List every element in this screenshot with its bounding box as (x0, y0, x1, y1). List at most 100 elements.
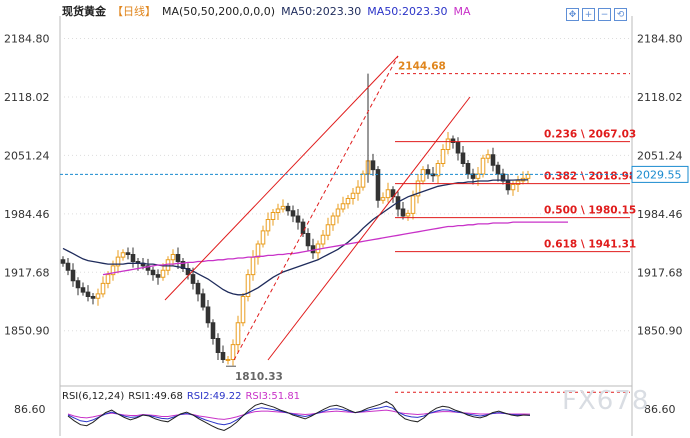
candle-up (240, 296, 246, 324)
ma50-line (62, 179, 528, 296)
candle-up (340, 203, 346, 210)
candle-down (425, 169, 431, 175)
y-tick-label-left: 2118.02 (4, 91, 50, 104)
candle-up (95, 293, 101, 299)
y-tick-label-left: 1850.90 (4, 325, 50, 338)
zoom-out-icon[interactable]: − (598, 8, 611, 21)
candle-up (250, 256, 256, 276)
candle-down (65, 262, 71, 271)
rsi2-value: RSI2:49.22 (186, 391, 242, 402)
candle-up (435, 163, 441, 177)
candle-down (465, 163, 471, 175)
candle-up (275, 208, 281, 213)
y-tick-label-right: 1917.68 (637, 266, 683, 279)
candle-up (485, 154, 491, 159)
candle-up (325, 224, 331, 236)
candle-down (75, 280, 81, 289)
candle-up (280, 205, 286, 210)
candle-up (515, 180, 521, 185)
candle-up (445, 138, 451, 150)
candle-up (265, 219, 271, 232)
y-tick-label-left: 2051.24 (4, 149, 50, 162)
candle-down (90, 296, 96, 299)
candle-down (400, 208, 406, 217)
fib-level-label: 0.618 \ 1941.31 (544, 239, 636, 251)
candle-down (505, 180, 511, 191)
candle-up (330, 215, 336, 226)
candle-up (255, 243, 261, 258)
high-annotation: 2144.68 (398, 61, 446, 73)
candle-down (460, 152, 466, 164)
candle-down (175, 254, 181, 262)
candle-down (185, 268, 191, 276)
channel-mid-line (233, 55, 399, 361)
watermark-text: FX678 (562, 386, 650, 416)
candle-up (480, 157, 486, 175)
candle-up (115, 256, 121, 267)
candle-down (295, 215, 301, 223)
candle-up (380, 197, 386, 201)
candle-down (150, 269, 156, 276)
candle-down (125, 252, 131, 255)
candle-down (220, 352, 226, 360)
reset-icon[interactable]: ⟲ (614, 8, 627, 21)
candle-down (305, 233, 311, 247)
rsi1-value: RSI1:49.68 (128, 391, 183, 402)
candle-up (105, 274, 111, 284)
rsi-indicator-label[interactable]: RSI(6,12,24) (62, 391, 125, 402)
candle-up (225, 359, 231, 361)
y-tick-label-right: 1984.46 (637, 208, 683, 221)
candle-up (165, 259, 171, 271)
candle-down (290, 210, 296, 217)
candle-up (355, 186, 361, 194)
candle-up (170, 254, 176, 261)
y-tick-label-right: 1850.90 (637, 325, 683, 338)
period-label[interactable]: 【日线】 (112, 5, 156, 18)
candle-down (210, 322, 216, 339)
chart-header: 现货黄金 【日线】 MA(50,50,200,0,0,0) MA50:2023.30 M… (62, 3, 477, 19)
y-tick-label-right: 2118.02 (637, 91, 683, 104)
candle-down (180, 261, 186, 269)
candle-up (410, 195, 416, 214)
candle-down (130, 254, 136, 262)
candle-down (375, 169, 381, 201)
rsi3-value: RSI3:51.81 (245, 391, 301, 402)
low-annotation: 1810.33 (235, 371, 283, 383)
y-tick-label-left: 1984.46 (4, 208, 50, 221)
candle-up (230, 344, 236, 360)
candle-down (70, 269, 76, 282)
candle-up (120, 252, 126, 258)
ma-indicator-label[interactable]: MA(50,50,200,0,0,0) (162, 5, 276, 18)
candle-down (455, 142, 461, 154)
channel-lower-line (267, 96, 471, 361)
candle-up (345, 198, 351, 205)
candle-down (60, 259, 66, 264)
candle-down (370, 160, 376, 171)
ma50-value-b: MA50:2023.30 (367, 5, 448, 18)
chart-toolbar: ✥ + − ⟲ (566, 2, 630, 21)
candle-down (215, 338, 221, 353)
candle-up (260, 230, 266, 245)
candle-up (350, 192, 356, 199)
y-tick-label-left: 1917.68 (4, 266, 50, 279)
candle-up (270, 212, 276, 220)
symbol-name: 现货黄金 (62, 5, 106, 18)
fib-level-label: 0.382 \ 2018.98 (544, 171, 636, 183)
channel-upper-line (164, 55, 399, 301)
candle-down (450, 138, 456, 143)
candle-up (315, 243, 321, 254)
candle-up (510, 184, 516, 191)
candle-down (285, 205, 291, 212)
candle-up (360, 173, 366, 188)
candle-up (440, 149, 446, 164)
candle-down (300, 221, 306, 234)
y-tick-label-right: 2051.24 (637, 149, 683, 162)
candle-down (145, 265, 151, 271)
zoom-in-icon[interactable]: + (582, 8, 595, 21)
y-tick-label-left: 2184.80 (4, 33, 50, 46)
move-icon[interactable]: ✥ (566, 8, 579, 21)
rsi-tick-label-right: 86.60 (644, 403, 676, 416)
candle-down (200, 293, 206, 308)
candle-up (245, 274, 251, 297)
